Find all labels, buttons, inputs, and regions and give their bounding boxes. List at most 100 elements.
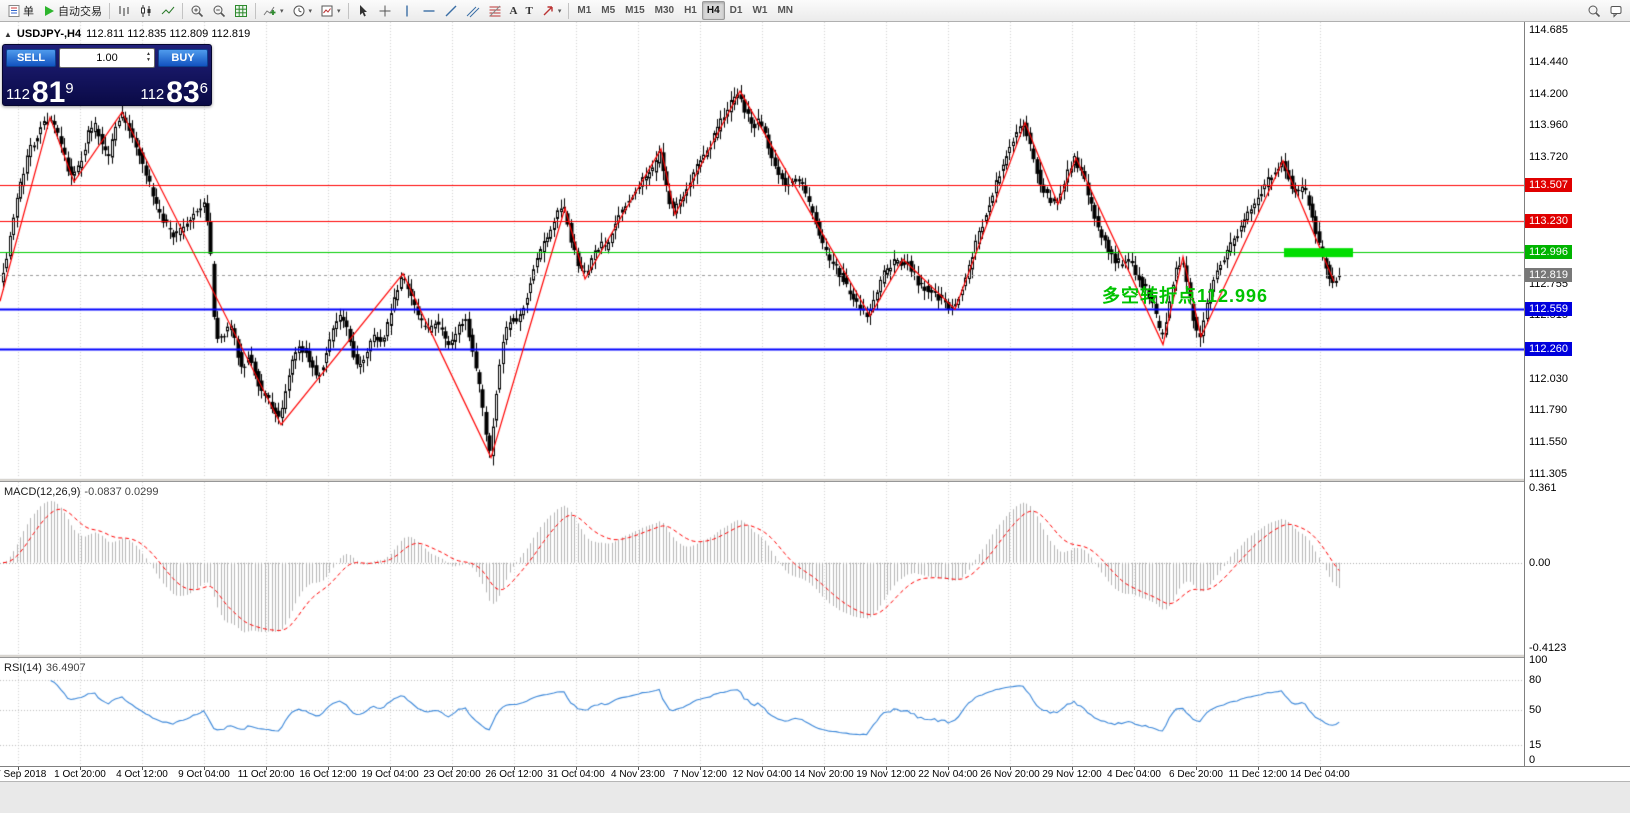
- lot-size-field: ▲ ▼: [59, 48, 155, 68]
- crosshair-button[interactable]: [374, 0, 396, 21]
- time-tick-mark: [762, 767, 763, 770]
- time-tick-label: 4 Nov 23:00: [611, 769, 665, 780]
- indicators-button[interactable]: ▾: [259, 0, 288, 21]
- quick-message-button[interactable]: [1605, 0, 1627, 21]
- chart-window: ▲ USDJPY-,H4 112.811 112.835 112.809 112…: [0, 22, 1630, 813]
- price-chart-canvas[interactable]: [0, 22, 1524, 478]
- price-tick-label: 114.440: [1529, 56, 1568, 69]
- timeframe-w1-button[interactable]: W1: [752, 5, 768, 16]
- arrows-button[interactable]: ▾: [537, 0, 566, 21]
- new-order-label: 单: [23, 5, 34, 18]
- time-tick-label: 26 Oct 12:00: [485, 769, 543, 780]
- rsi-panel-canvas[interactable]: [0, 658, 1524, 766]
- time-tick-mark: [948, 767, 949, 770]
- sell-button[interactable]: SELL: [6, 49, 56, 67]
- line-chart-button[interactable]: [157, 0, 179, 21]
- price-tick-label: 114.200: [1529, 87, 1568, 100]
- buy-button[interactable]: BUY: [158, 49, 208, 67]
- one-click-collapse-arrow[interactable]: ▲: [4, 29, 12, 39]
- time-tick-mark: [1134, 767, 1135, 770]
- macd-axis-label: 0.00: [1529, 556, 1551, 569]
- fibonacci-button[interactable]: [484, 0, 506, 21]
- time-tick-label: 19 Nov 12:00: [856, 769, 916, 780]
- timeframe-h1-button[interactable]: H1: [684, 5, 697, 16]
- time-tick-mark: [1010, 767, 1011, 770]
- lot-decrease-button[interactable]: ▼: [146, 57, 151, 63]
- time-tick-label: 1 Oct 20:00: [54, 769, 106, 780]
- toolbar-separator: [568, 2, 570, 19]
- timeframe-d1-button[interactable]: D1: [729, 5, 743, 16]
- price-badge: 113.507: [1525, 177, 1572, 192]
- lot-increase-button[interactable]: ▲: [146, 51, 151, 57]
- equidistant-channel-button[interactable]: [462, 0, 484, 21]
- chevron-down-icon: ▾: [280, 7, 284, 15]
- crosshair-icon: [378, 4, 392, 18]
- template-icon: [320, 4, 334, 18]
- templates-button[interactable]: ▾: [316, 0, 345, 21]
- zoom-in-button[interactable]: [186, 0, 208, 21]
- horizontal-line-button[interactable]: [418, 0, 440, 21]
- time-axis[interactable]: 27 Sep 2018 1 Oct 20:00 4 Oct 12:00 9 Oct 0…: [0, 766, 1630, 781]
- autotrading-button[interactable]: 自动交易: [38, 0, 106, 21]
- time-tick-mark: [576, 767, 577, 770]
- new-order-button[interactable]: 单: [3, 0, 38, 21]
- grid-icon: [234, 4, 248, 18]
- price-tick-label: 111.550: [1529, 435, 1568, 448]
- timeframe-m5-button[interactable]: M5: [601, 5, 616, 16]
- arrow-icon: [541, 4, 555, 18]
- trendline-button[interactable]: [440, 0, 462, 21]
- chevron-down-icon: ▾: [308, 7, 313, 15]
- macd-axis-label: -0.4123: [1529, 642, 1567, 654]
- text-label-button[interactable]: T: [522, 0, 537, 21]
- time-tick-label: 11 Dec 12:00: [1228, 769, 1288, 780]
- time-tick-label: 4 Dec 04:00: [1107, 769, 1161, 780]
- zoom-in-icon: [190, 4, 204, 18]
- autotrading-label: 自动交易: [58, 5, 102, 18]
- timeframe-h4-button[interactable]: H4: [701, 1, 725, 20]
- panel-separator[interactable]: [0, 654, 1630, 658]
- price-badge: 112.819: [1525, 268, 1572, 283]
- lot-size-input[interactable]: [60, 50, 154, 66]
- price-badge: 112.996: [1525, 244, 1572, 259]
- price-axis[interactable]: 114.685 114.440 114.200 113.960 113.720 112.7…: [1524, 22, 1630, 766]
- bubble-icon: [1609, 4, 1623, 18]
- time-tick-mark: [886, 767, 887, 770]
- time-tick-mark: [1196, 767, 1197, 770]
- buy-price: 112 83 6: [140, 76, 208, 109]
- bars-icon: [117, 4, 131, 18]
- timeframe-mn-button[interactable]: MN: [777, 5, 794, 16]
- time-tick-mark: [18, 767, 19, 770]
- price-tick-label: 111.305: [1529, 468, 1568, 480]
- timeframe-m1-button[interactable]: M1: [577, 5, 592, 16]
- price-tick-label: 114.685: [1529, 24, 1568, 36]
- periods-button[interactable]: ▾: [288, 0, 317, 21]
- vertical-line-button[interactable]: [396, 0, 418, 21]
- bar-chart-button[interactable]: [113, 0, 135, 21]
- time-tick-label: 16 Oct 12:00: [299, 769, 357, 780]
- time-tick-mark: [824, 767, 825, 770]
- macd-axis-label: 0.361: [1529, 482, 1557, 494]
- text-button[interactable]: A: [506, 0, 522, 21]
- panel-separator[interactable]: [0, 478, 1630, 482]
- candles-icon: [139, 4, 153, 18]
- sell-price: 112 81 9: [6, 76, 74, 109]
- candlestick-chart-button[interactable]: [135, 0, 157, 21]
- time-tick-mark: [452, 767, 453, 770]
- price-tick-label: 113.720: [1529, 150, 1568, 163]
- symbol-search-button[interactable]: [1583, 0, 1605, 21]
- zoom-out-button[interactable]: [208, 0, 230, 21]
- time-tick-label: 29 Nov 12:00: [1042, 769, 1102, 780]
- macd-panel-canvas[interactable]: [0, 482, 1524, 654]
- grid-toggle-button[interactable]: [230, 0, 252, 21]
- cursor-icon: [356, 4, 370, 18]
- price-badge: 112.559: [1525, 302, 1572, 317]
- timeframe-m15-button[interactable]: M15: [625, 5, 645, 16]
- chevron-down-icon: ▾: [557, 7, 562, 15]
- timeframe-m30-button[interactable]: M30: [654, 5, 675, 16]
- time-tick-label: 9 Oct 04:00: [178, 769, 230, 780]
- vline-icon: [400, 4, 414, 18]
- text-icon: A: [509, 4, 518, 17]
- symbol-period-label: USDJPY-,H4: [16, 28, 82, 40]
- cursor-button[interactable]: [352, 0, 374, 21]
- channel-icon: [466, 4, 480, 18]
